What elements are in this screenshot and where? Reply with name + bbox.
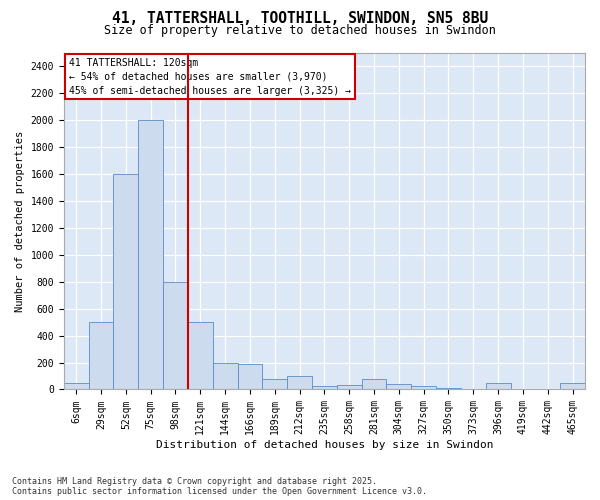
Bar bbox=[212, 362, 238, 390]
Bar bbox=[312, 386, 337, 390]
X-axis label: Distribution of detached houses by size in Swindon: Distribution of detached houses by size … bbox=[155, 440, 493, 450]
Bar bbox=[138, 120, 163, 390]
Bar bbox=[560, 382, 585, 390]
Bar bbox=[188, 322, 212, 390]
Bar bbox=[238, 364, 262, 390]
Bar bbox=[113, 174, 138, 390]
Text: Contains HM Land Registry data © Crown copyright and database right 2025.
Contai: Contains HM Land Registry data © Crown c… bbox=[12, 476, 427, 496]
Bar bbox=[287, 376, 312, 390]
Text: 41 TATTERSHALL: 120sqm
← 54% of detached houses are smaller (3,970)
45% of semi-: 41 TATTERSHALL: 120sqm ← 54% of detached… bbox=[69, 58, 351, 96]
Bar bbox=[64, 382, 89, 390]
Bar bbox=[262, 378, 287, 390]
Bar bbox=[411, 386, 436, 390]
Bar bbox=[163, 282, 188, 390]
Bar bbox=[89, 322, 113, 390]
Y-axis label: Number of detached properties: Number of detached properties bbox=[15, 130, 25, 312]
Text: Size of property relative to detached houses in Swindon: Size of property relative to detached ho… bbox=[104, 24, 496, 37]
Bar bbox=[337, 386, 362, 390]
Bar bbox=[436, 388, 461, 390]
Text: 41, TATTERSHALL, TOOTHILL, SWINDON, SN5 8BU: 41, TATTERSHALL, TOOTHILL, SWINDON, SN5 … bbox=[112, 11, 488, 26]
Bar bbox=[362, 378, 386, 390]
Bar bbox=[386, 384, 411, 390]
Bar bbox=[486, 382, 511, 390]
